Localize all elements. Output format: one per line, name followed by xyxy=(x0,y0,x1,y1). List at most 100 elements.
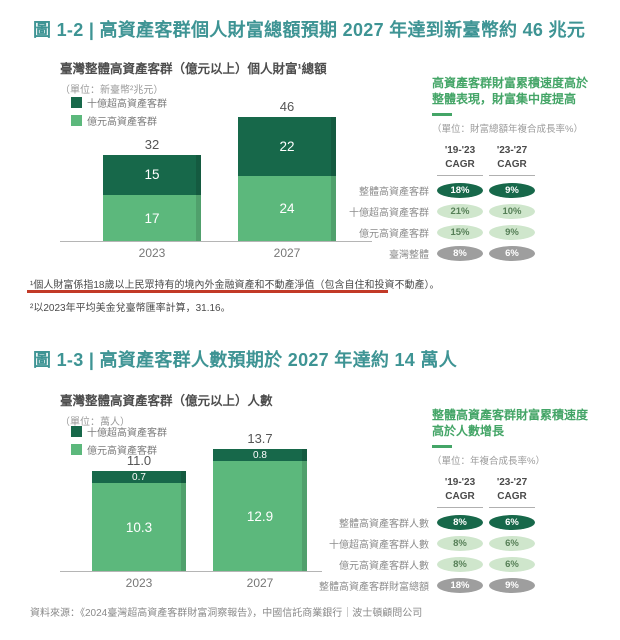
cagr-pill: 21% xyxy=(437,204,483,220)
bar-segment-light: 17 xyxy=(103,195,201,241)
legend-item: 億元高資產客群 xyxy=(71,442,167,457)
chart1-unit: （單位：新臺幣²兆元） xyxy=(60,85,164,96)
bar-total-label: 11.0 xyxy=(126,453,152,469)
chart2-bar-2023: 11.0 0.7 10.3 xyxy=(92,453,186,571)
segment-value: 17 xyxy=(144,210,160,226)
cagr-row-label: 十億超高資產客群人數 xyxy=(329,540,429,552)
cagr-pill: 9% xyxy=(489,183,535,199)
chart1-header: 臺灣整體高資產客群（億元以上）個人財富¹總額 （單位：新臺幣²兆元） xyxy=(60,58,327,96)
chart1-bar-2023: 32 15 17 xyxy=(103,137,201,241)
cagr-row: 十億超高資產客群 21% 10% xyxy=(335,204,535,220)
bar-total-label: 46 xyxy=(279,98,295,114)
cagr-pill: 6% xyxy=(489,246,535,262)
cagr-pill: 8% xyxy=(437,246,483,262)
green-dash xyxy=(432,113,452,117)
bar-segment-dark: 15 xyxy=(103,154,201,196)
segment-value: 0.8 xyxy=(253,449,267,461)
cagr-column-headers: '19-'23 CAGR '23-'27 CAGR xyxy=(320,476,535,509)
panel1-heading-line2: 整體表現，財富集中度提高 xyxy=(432,92,577,107)
green-dash xyxy=(432,445,452,449)
panel2-unit: （單位：年複合成長率%） xyxy=(432,456,545,468)
cagr-pill: 6% xyxy=(489,557,535,573)
cagr-row: 整體高資產客群 18% 9% xyxy=(335,183,535,199)
chart2-header: 臺灣整體高資產客群（億元以上）人數 （單位：萬人） xyxy=(60,390,273,428)
legend-label: 十億超高資產客群 xyxy=(87,99,167,110)
chart1-title: 臺灣整體高資產客群（億元以上）個人財富¹總額 xyxy=(60,62,327,76)
cagr-col-header: '19-'23 CAGR xyxy=(437,144,483,177)
chart2-plot: 11.0 0.7 10.3 13.7 0.8 12.9 2023 2027 xyxy=(60,431,322,590)
bar-segment-dark: 0.7 xyxy=(92,471,186,484)
cagr-pill: 18% xyxy=(437,183,483,199)
legend-swatch-dark-green-icon xyxy=(71,97,82,108)
chart2-unit: （單位：萬人） xyxy=(60,417,130,428)
legend-item: 十億超高資產客群 xyxy=(71,95,167,110)
cagr-col-header: '23-'27 CAGR xyxy=(489,144,535,177)
legend-swatch-light-green-icon xyxy=(71,444,82,455)
footnote-2: ²以2023年平均美金兌臺幣匯率計算，31.16。 xyxy=(30,303,231,314)
x-axis-label: 2027 xyxy=(273,246,301,260)
bar-segment-light: 10.3 xyxy=(92,483,186,571)
bar-total-label: 13.7 xyxy=(247,431,273,447)
cagr-pill: 8% xyxy=(437,515,483,531)
panel2-header: 整體高資產客群財富累積速度 高於人數增長 （單位：年複合成長率%） xyxy=(432,407,607,467)
footnote-1: ¹個人財富係指18歲以上民眾持有的境內外金融資產和不動產淨值（包含自住和投資不動… xyxy=(30,280,440,291)
x-axis-label: 2027 xyxy=(246,576,274,590)
segment-value: 10.3 xyxy=(125,519,153,535)
cagr-col-header: '19-'23 CAGR xyxy=(437,476,483,509)
cagr-col-header: '23-'27 CAGR xyxy=(489,476,535,509)
legend-swatch-light-green-icon xyxy=(71,115,82,126)
bar-segment-dark: 0.8 xyxy=(213,449,307,462)
cagr-row-label: 億元高資產客群 xyxy=(359,229,429,241)
legend-item: 億元高資產客群 xyxy=(71,113,167,128)
legend-item: 十億超高資產客群 xyxy=(71,424,167,439)
chart1-legend: 十億超高資產客群 億元高資產客群 xyxy=(71,95,167,131)
cagr-panel-2: 整體高資產客群財富累積速度 高於人數增長 （單位：年複合成長率%） '19-'2… xyxy=(319,407,588,599)
source-line: 資料來源：《2024臺灣超高資產客群財富洞察報告》，中國信託商業銀行｜波士頓顧問… xyxy=(30,608,423,619)
cagr-row: 整體高資產客群人數 8% 6% xyxy=(320,515,535,531)
chart2-bar-2027: 13.7 0.8 12.9 xyxy=(213,431,307,571)
panel1-unit: （單位：財富總額年複合成長率%） xyxy=(432,124,583,136)
cagr-panel-1: 高資產客群財富累積速度高於 整體表現，財富集中度提高 （單位：財富總額年複合成長… xyxy=(335,75,588,267)
cagr-pill: 15% xyxy=(437,225,483,241)
cagr-pill: 18% xyxy=(437,578,483,594)
red-underline xyxy=(27,290,388,293)
cagr-row: 億元高資產客群人數 8% 6% xyxy=(320,557,535,573)
legend-swatch-dark-green-icon xyxy=(71,426,82,437)
panel2-heading-line2: 高於人數增長 xyxy=(432,424,505,439)
cagr-pill: 8% xyxy=(437,557,483,573)
cagr-row-label: 整體高資產客群人數 xyxy=(339,519,429,531)
figure1-title: 圖 1-2 | 高資產客群個人財富總額預期 2027 年達到新臺幣約 46 兆元 xyxy=(33,20,586,40)
segment-value: 24 xyxy=(279,201,295,217)
cagr-pill: 6% xyxy=(489,536,535,552)
cagr-row-label: 整體高資產客群 xyxy=(359,187,429,199)
cagr-row-label: 億元高資產客群人數 xyxy=(339,561,429,573)
cagr-pill: 9% xyxy=(489,225,535,241)
figure2-title: 圖 1-3 | 高資產客群人數預期於 2027 年達約 14 萬人 xyxy=(33,350,458,370)
cagr-row: 臺灣整體 8% 6% xyxy=(335,246,535,262)
chart2-legend: 十億超高資產客群 億元高資產客群 xyxy=(71,424,167,460)
cagr-row-label: 整體高資產客群財富總額 xyxy=(319,582,429,594)
legend-label: 億元高資產客群 xyxy=(87,117,157,128)
chart2-title: 臺灣整體高資產客群（億元以上）人數 xyxy=(60,394,273,408)
bar-total-label: 32 xyxy=(144,136,160,152)
cagr-row-label: 十億超高資產客群 xyxy=(349,208,429,220)
bar-segment-dark: 22 xyxy=(238,116,336,177)
cagr-column-headers: '19-'23 CAGR '23-'27 CAGR xyxy=(335,144,535,177)
legend-label: 十億超高資產客群 xyxy=(87,428,167,439)
bar-segment-light: 24 xyxy=(238,176,336,241)
legend-label: 億元高資產客群 xyxy=(87,446,157,457)
panel1-header: 高資產客群財富累積速度高於 整體表現，財富集中度提高 （單位：財富總額年複合成長… xyxy=(432,75,612,135)
cagr-pill: 6% xyxy=(489,515,535,531)
segment-value: 0.7 xyxy=(132,471,146,483)
panel1-heading-line1: 高資產客群財富累積速度高於 xyxy=(432,76,589,90)
chart1-plot: 32 15 17 46 22 24 2023 2027 xyxy=(60,99,372,260)
cagr-pill: 9% xyxy=(489,578,535,594)
cagr-row-label: 臺灣整體 xyxy=(389,250,429,262)
chart1-bar-2027: 46 22 24 xyxy=(238,99,336,241)
segment-value: 15 xyxy=(144,167,160,183)
cagr-pill: 10% xyxy=(489,204,535,220)
cagr-row: 億元高資產客群 15% 9% xyxy=(335,225,535,241)
bar-segment-light: 12.9 xyxy=(213,461,307,571)
cagr-row: 整體高資產客群財富總額 18% 9% xyxy=(319,578,535,594)
